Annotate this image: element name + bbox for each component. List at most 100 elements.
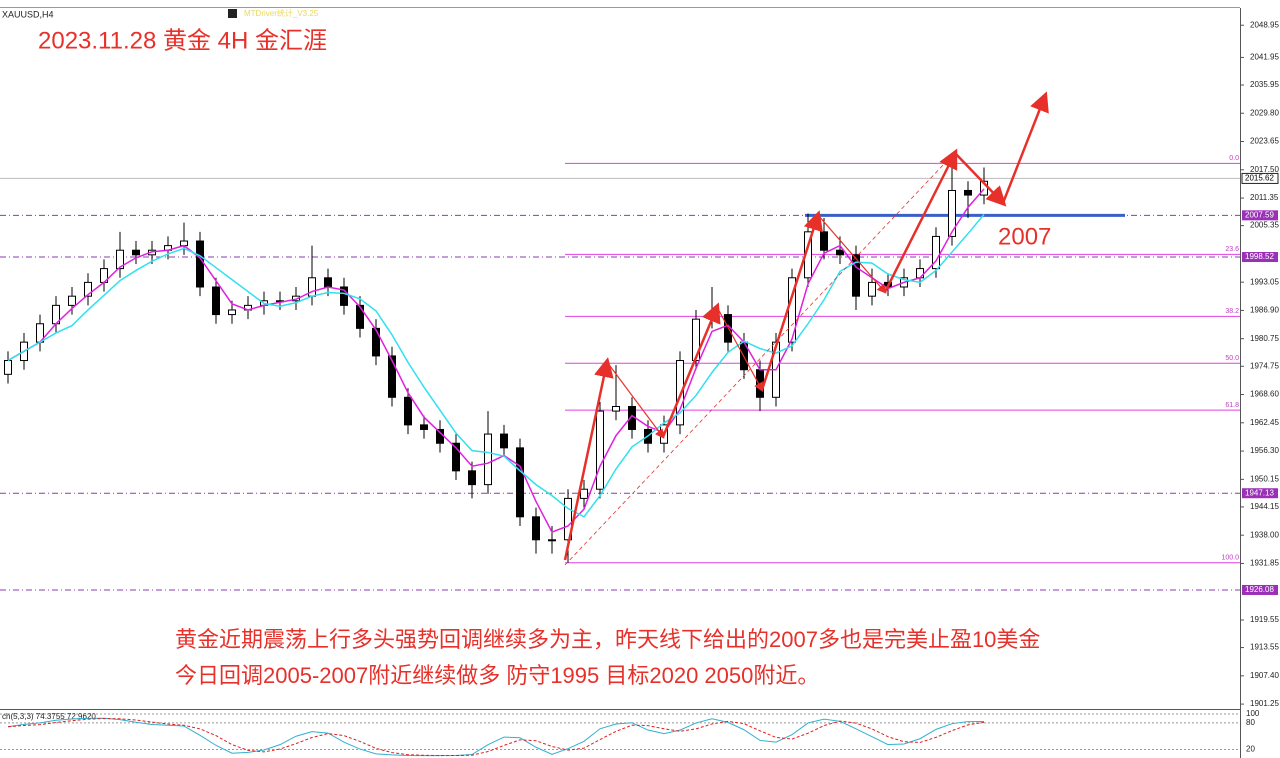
candle-body [484, 433, 492, 486]
y-tick-label: 2023.65 [1250, 137, 1279, 146]
y-tick-label: 1950.15 [1250, 474, 1279, 483]
candle-body [868, 281, 876, 297]
candle-body [340, 286, 348, 306]
price-tag [1242, 488, 1278, 499]
arrow [716, 306, 764, 393]
fib-label: 0.0 [1229, 155, 1239, 162]
y-tick-label: 2048.95 [1250, 20, 1279, 29]
price-tag-label: 1998.52 [1245, 252, 1274, 261]
candle-body [84, 281, 92, 297]
candle-body [516, 447, 524, 518]
y-tick-label: 1907.40 [1250, 671, 1279, 680]
candle-body [548, 539, 556, 542]
fib-label: 61.8 [1225, 402, 1239, 409]
y-tick-label: 1931.85 [1250, 559, 1279, 568]
candle-body [388, 355, 396, 398]
arrow [661, 302, 721, 438]
candle-body [916, 268, 924, 279]
price-tag-label: 2015.62 [1245, 174, 1274, 183]
price-tag [1242, 210, 1278, 221]
candle-body [964, 189, 972, 196]
arrow [760, 210, 823, 391]
candle-body [836, 249, 844, 256]
y-tick-label: 1901.25 [1250, 699, 1279, 708]
candle-body [948, 189, 956, 237]
indicator-icon [228, 9, 237, 18]
price-tag [1242, 252, 1278, 263]
candle-body [196, 240, 204, 288]
candle-body [324, 277, 332, 288]
note: 今日回调2005-2007附近继续做多 防守1995 目标2020 2050附近… [175, 663, 819, 688]
candle-body [852, 254, 860, 297]
moving-average [7, 213, 985, 518]
stoch-main [7, 717, 985, 757]
candle-body [404, 396, 412, 426]
candle-body [372, 327, 380, 357]
moving-average [7, 188, 985, 534]
fib-label: 38.2 [1225, 308, 1239, 315]
y-tick-label: 1993.05 [1250, 277, 1279, 286]
candle-body [564, 497, 572, 541]
stoch-tick-label: 100 [1246, 709, 1260, 718]
symbol: XAUUSD,H4 [2, 9, 54, 19]
stoch-tick-label: 20 [1246, 745, 1255, 754]
candle-body [596, 410, 604, 490]
annotation: 2007 [998, 223, 1051, 250]
candle-body [132, 249, 140, 256]
fib-label: 100.0 [1221, 555, 1239, 562]
y-tick-label: 1974.75 [1250, 361, 1279, 370]
price-tag [1242, 584, 1278, 595]
y-tick-label: 1980.75 [1250, 334, 1279, 343]
y-tick-label: 1956.30 [1250, 446, 1279, 455]
trend-guide [564, 162, 946, 566]
note: 黄金近期震荡上行多头强势回调继续多为主，昨天线下给出的2007多也是完美止盈10… [175, 627, 1040, 652]
analysis-arrows [563, 91, 1049, 566]
axis: 2048.95 2041.95 2035.95 2029.80 2023.65 2017.… [0, 20, 1279, 757]
y-tick-label: 2017.50 [1250, 165, 1279, 174]
stoch-tick-label: 80 [1246, 718, 1255, 727]
price-tag-label: 1947.13 [1245, 488, 1274, 497]
y-tick-label: 1968.60 [1250, 390, 1279, 399]
fib-label: 23.6 [1225, 246, 1239, 253]
candle-body [820, 231, 828, 251]
y-tick-label: 1944.15 [1250, 502, 1279, 511]
arrow [954, 152, 1007, 207]
y-tick-label: 2005.35 [1250, 221, 1279, 230]
candle-body [452, 442, 460, 472]
stoch-label: ch(5,3,3) 74.3755 72.9620 [2, 712, 96, 721]
candle-body [676, 360, 684, 426]
indicator-label: MTDriver统计_V3.25 [244, 8, 319, 18]
stoch-signal [7, 718, 985, 757]
y-tick-label: 1986.90 [1250, 306, 1279, 315]
arrow [883, 148, 958, 293]
fib-label: 50.0 [1225, 355, 1239, 362]
candle-body [532, 516, 540, 541]
y-tick-label: 2035.95 [1250, 80, 1279, 89]
candle-body [468, 470, 476, 486]
y-tick-label: 1919.55 [1250, 615, 1279, 624]
y-tick-label: 1913.55 [1250, 643, 1279, 652]
arrow [1001, 91, 1049, 204]
candle-body [756, 369, 764, 398]
candle-body [420, 424, 428, 430]
candle-body [500, 433, 508, 449]
price-tag-label: 2007.59 [1245, 210, 1274, 219]
y-tick-label: 2041.95 [1250, 53, 1279, 62]
candle-body [4, 360, 12, 375]
candle-body [356, 304, 364, 329]
candle-body [116, 249, 124, 270]
price-tag [1241, 172, 1279, 184]
arrow [563, 357, 614, 561]
price-tag-label: 1926.08 [1245, 585, 1274, 594]
candle-body [68, 295, 76, 306]
candle-body [932, 235, 940, 270]
candle-body [228, 309, 236, 316]
candle-body [580, 488, 588, 499]
y-tick-label: 2011.35 [1250, 193, 1279, 202]
candle-body [212, 286, 220, 316]
arrow [606, 361, 665, 439]
y-tick-label: 1938.00 [1250, 530, 1279, 539]
candle-body [612, 405, 620, 412]
